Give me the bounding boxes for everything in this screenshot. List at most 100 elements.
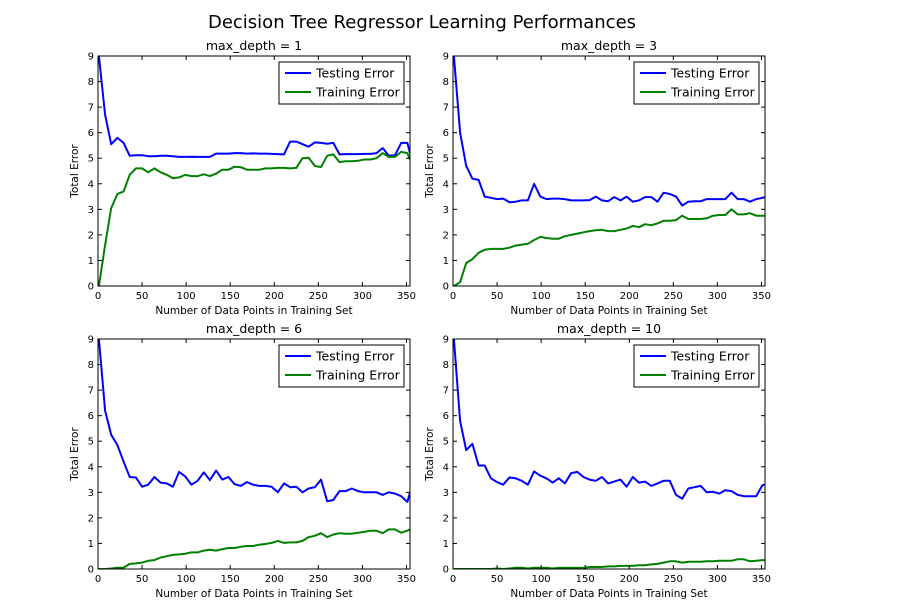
y-tick-label: 5	[88, 437, 94, 448]
x-tick-label: 200	[620, 291, 639, 302]
x-tick-label: 0	[95, 291, 101, 302]
y-axis-label: Total Error	[69, 144, 81, 199]
legend: Testing Error Training Error	[278, 344, 405, 388]
legend-box	[633, 61, 760, 105]
y-tick-label: 3	[88, 205, 94, 216]
y-tick-label: 7	[88, 103, 94, 114]
y-axis-label: Total Error	[424, 144, 436, 199]
subplot-2: max_depth = 3 0 50 100 150 200 250 300 350 0 1 2 3 4 5…	[424, 38, 771, 317]
x-tick-label: 300	[353, 574, 372, 585]
x-tick-label: 350	[397, 574, 416, 585]
y-tick-label: 9	[88, 52, 94, 63]
y-tick-label: 3	[443, 205, 449, 216]
y-tick-label: 9	[443, 52, 449, 63]
legend-training-label: Training Error	[670, 368, 756, 383]
y-tick-label: 7	[443, 103, 449, 114]
y-tick-label: 9	[443, 335, 449, 346]
subplot-title: max_depth = 6	[206, 321, 302, 336]
subplot-4: max_depth = 10 0 50 100 150 200 250 300 350 0 1 2 3 4…	[424, 321, 771, 600]
x-tick-label: 150	[221, 291, 240, 302]
y-tick-label: 8	[88, 360, 94, 371]
legend: Testing Error Training Error	[633, 61, 760, 105]
x-axis-label: Number of Data Points in Training Set	[510, 588, 707, 600]
x-tick-label: 150	[576, 574, 595, 585]
x-tick-label: 50	[491, 291, 504, 302]
legend-training-label: Training Error	[315, 368, 401, 383]
y-tick-label: 8	[443, 360, 449, 371]
x-tick-label: 350	[752, 574, 771, 585]
y-tick-label: 4	[443, 179, 449, 190]
x-tick-label: 100	[177, 291, 196, 302]
y-tick-label: 1	[88, 539, 94, 550]
x-tick-label: 150	[221, 574, 240, 585]
axes-frame	[97, 338, 411, 570]
legend: Testing Error Training Error	[278, 61, 405, 105]
y-tick-label: 1	[88, 256, 94, 267]
subplot-title: max_depth = 1	[206, 38, 302, 53]
x-tick-label: 100	[532, 574, 551, 585]
x-tick-label: 250	[664, 291, 683, 302]
y-tick-label: 2	[443, 513, 449, 524]
y-tick-label: 2	[443, 230, 449, 241]
x-tick-label: 200	[620, 574, 639, 585]
y-tick-label: 4	[88, 179, 94, 190]
y-tick-label: 5	[443, 154, 449, 165]
y-tick-label: 0	[443, 565, 449, 576]
legend-training-label: Training Error	[315, 85, 401, 100]
subplot-grid: max_depth = 10 50 100 150 200 250 300 350012345…	[69, 38, 771, 600]
y-tick-label: 4	[443, 462, 449, 473]
x-tick-label: 100	[177, 574, 196, 585]
subplot-1: max_depth = 1 0 50 100 150 200 250 300 350 0 1 2 3 4 5…	[69, 38, 416, 317]
training-error-line	[98, 528, 410, 569]
x-tick-label: 250	[309, 291, 328, 302]
figure-suptitle: Decision Tree Regressor Learning Perform…	[208, 12, 636, 33]
x-tick-label: 0	[95, 574, 101, 585]
y-tick-label: 3	[443, 488, 449, 499]
subplot-3: max_depth = 6 0 50 100 150 200 250 300 350 0 1 2 3 4 5…	[69, 321, 416, 600]
y-tick-label: 5	[88, 154, 94, 165]
y-tick-label: 0	[88, 282, 94, 293]
axes-frame	[452, 55, 766, 287]
y-tick-label: 6	[443, 411, 449, 422]
x-tick-label: 350	[752, 291, 771, 302]
testing-error-line	[453, 339, 765, 500]
training-error-line	[453, 208, 765, 286]
x-tick-label: 300	[708, 574, 727, 585]
y-axis-label: Total Error	[69, 427, 81, 482]
y-tick-label: 6	[88, 128, 94, 139]
x-tick-label: 50	[136, 291, 149, 302]
y-tick-label: 5	[443, 437, 449, 448]
legend-box	[278, 61, 405, 105]
x-tick-label: 200	[265, 574, 284, 585]
training-error-line	[98, 150, 410, 286]
x-tick-label: 200	[265, 291, 284, 302]
testing-error-line	[98, 339, 410, 503]
subplot-title: max_depth = 3	[561, 38, 657, 53]
y-tick-label: 2	[88, 513, 94, 524]
legend-box	[278, 344, 405, 388]
testing-error-line	[98, 56, 410, 158]
x-tick-label: 50	[491, 574, 504, 585]
y-tick-label: 7	[88, 386, 94, 397]
axes-frame	[97, 55, 411, 287]
y-tick-label: 1	[443, 539, 449, 550]
y-tick-label: 8	[88, 77, 94, 88]
legend-testing-label: Testing Error	[670, 66, 750, 81]
x-tick-label: 100	[532, 291, 551, 302]
x-tick-label: 150	[576, 291, 595, 302]
y-tick-label: 9	[88, 335, 94, 346]
y-tick-label: 6	[443, 128, 449, 139]
y-tick-label: 7	[443, 386, 449, 397]
legend: Testing Error Training Error	[633, 344, 760, 388]
axes-frame	[452, 338, 766, 570]
x-tick-label: 0	[450, 291, 456, 302]
x-tick-label: 350	[397, 291, 416, 302]
x-tick-label: 250	[664, 574, 683, 585]
subplot-title: max_depth = 10	[557, 321, 661, 336]
x-tick-label: 250	[309, 574, 328, 585]
y-axis-label: Total Error	[424, 427, 436, 482]
y-tick-label: 3	[88, 488, 94, 499]
x-tick-label: 0	[450, 574, 456, 585]
